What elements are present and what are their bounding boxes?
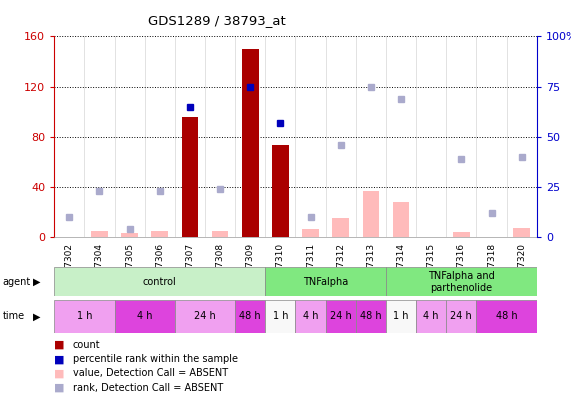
Text: 24 h: 24 h	[451, 311, 472, 321]
Text: time: time	[3, 311, 25, 321]
Text: 24 h: 24 h	[194, 311, 216, 321]
Text: 4 h: 4 h	[424, 311, 439, 321]
Bar	[332, 218, 349, 237]
Bar	[235, 300, 266, 333]
Text: ■: ■	[54, 340, 65, 350]
Bar	[476, 300, 537, 333]
Text: 4 h: 4 h	[137, 311, 152, 321]
Text: TNFalpha and
parthenolide: TNFalpha and parthenolide	[428, 271, 494, 293]
Bar	[447, 300, 476, 333]
Bar	[212, 231, 228, 237]
Text: 24 h: 24 h	[330, 311, 352, 321]
Bar	[151, 231, 168, 237]
Bar	[325, 300, 356, 333]
Bar	[386, 300, 416, 333]
Text: agent: agent	[3, 277, 31, 287]
Bar	[54, 300, 115, 333]
Text: 1 h: 1 h	[393, 311, 409, 321]
Text: ■: ■	[54, 383, 65, 392]
Bar	[272, 145, 289, 237]
Bar	[386, 267, 537, 296]
Text: ■: ■	[54, 369, 65, 378]
Text: 48 h: 48 h	[496, 311, 517, 321]
Text: ▶: ▶	[33, 311, 41, 321]
Bar	[175, 300, 235, 333]
Text: percentile rank within the sample: percentile rank within the sample	[73, 354, 238, 364]
Text: 1 h: 1 h	[273, 311, 288, 321]
Bar	[363, 191, 379, 237]
Bar	[302, 229, 319, 237]
Text: 48 h: 48 h	[239, 311, 261, 321]
Text: value, Detection Call = ABSENT: value, Detection Call = ABSENT	[73, 369, 228, 378]
Bar	[513, 228, 530, 237]
Bar	[115, 300, 175, 333]
Text: ■: ■	[54, 354, 65, 364]
Bar	[91, 231, 108, 237]
Text: ▶: ▶	[33, 277, 41, 287]
Bar	[54, 267, 266, 296]
Text: count: count	[73, 340, 100, 350]
Bar	[416, 300, 447, 333]
Text: rank, Detection Call = ABSENT: rank, Detection Call = ABSENT	[73, 383, 223, 392]
Bar	[296, 300, 325, 333]
Text: GDS1289 / 38793_at: GDS1289 / 38793_at	[148, 14, 286, 27]
Bar	[266, 300, 296, 333]
Bar	[122, 233, 138, 237]
Bar	[393, 202, 409, 237]
Text: TNFalpha: TNFalpha	[303, 277, 348, 287]
Bar	[356, 300, 386, 333]
Bar	[242, 49, 259, 237]
Text: 48 h: 48 h	[360, 311, 381, 321]
Bar	[266, 267, 386, 296]
Text: control: control	[143, 277, 176, 287]
Bar	[182, 117, 198, 237]
Bar	[453, 232, 469, 237]
Text: 1 h: 1 h	[77, 311, 92, 321]
Text: 4 h: 4 h	[303, 311, 318, 321]
